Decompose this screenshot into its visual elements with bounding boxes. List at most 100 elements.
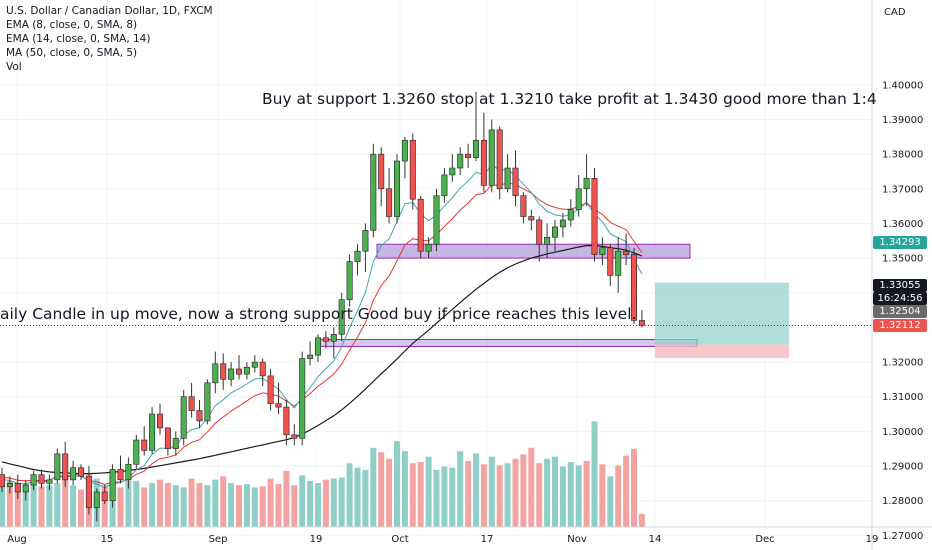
volume-bar [299, 475, 306, 527]
candle-body [354, 250, 361, 262]
time-tick-label: Sep [209, 534, 228, 545]
price-tick-label: 1.38000 [882, 150, 923, 161]
candle-body [575, 188, 582, 210]
candle-body [425, 243, 432, 252]
volume-bar [78, 489, 84, 527]
candle-body [465, 153, 472, 158]
ema14-legend[interactable]: EMA (14, close, 0, SMA, 14) [6, 33, 151, 45]
daily-candle-note[interactable]: aily Candle in up move, now a strong sup… [0, 305, 637, 323]
candle-body [70, 467, 77, 481]
countdown-tag: 16:24:56 [873, 292, 927, 305]
candle-body [591, 178, 598, 255]
candle-body [583, 178, 590, 190]
candle-body [157, 413, 164, 429]
candle-body [283, 406, 290, 436]
price-tick-label: 1.28000 [882, 496, 923, 507]
candle-body [386, 188, 393, 217]
candle-body [188, 396, 195, 411]
candle-body [299, 358, 306, 439]
candle-body [259, 361, 266, 377]
volume-bar [220, 476, 227, 527]
candle-body [346, 261, 353, 300]
candle-body [615, 250, 622, 276]
candle-body [409, 139, 416, 200]
candle-body [433, 195, 440, 245]
price-tick-label: 1.36000 [882, 219, 923, 230]
volume-bar [623, 455, 630, 527]
candle-body [30, 474, 37, 486]
volume-bar [512, 458, 519, 527]
volume-bar [196, 483, 203, 527]
volume-bar [480, 464, 487, 527]
volume-bar [291, 485, 298, 527]
volume-bar [433, 469, 440, 527]
volume-bar [465, 461, 472, 527]
stop-loss-zone [655, 344, 789, 359]
volume-bar [236, 485, 242, 527]
volume-bar [544, 458, 551, 527]
volume-bar [164, 483, 171, 527]
volume-bar [125, 480, 132, 527]
candle-body [204, 382, 211, 422]
take-profit-zone [655, 282, 789, 345]
volume-bar [631, 448, 637, 527]
candle-body [196, 410, 203, 422]
symbol-legend[interactable]: U.S. Dollar / Canadian Dollar, 1D, FXCM [6, 5, 213, 17]
volume-bar [149, 483, 156, 527]
candle-body [6, 483, 13, 488]
volume-bar [38, 486, 45, 527]
candle-body [536, 219, 543, 245]
entry-tag: 1.32504 [873, 305, 927, 318]
price-tick-label: 1.29000 [882, 461, 923, 472]
candle-body [472, 139, 479, 158]
time-tick-label: Nov [567, 534, 587, 545]
candle-body [93, 491, 100, 508]
volume-bar [473, 453, 479, 527]
candle-body [141, 439, 148, 451]
buy-note[interactable]: Buy at support 1.3260 stop at 1.3210 tak… [262, 90, 877, 108]
candle-body [528, 216, 535, 221]
price-tick-label: 1.32000 [882, 358, 923, 369]
candle-body [504, 167, 511, 190]
volume-bar [315, 483, 321, 527]
volume-bar [488, 456, 495, 527]
candle-body [101, 491, 108, 501]
candle-body [512, 167, 519, 197]
volume-bar [504, 463, 511, 527]
price-tick-label: 1.31000 [882, 392, 923, 403]
volume-bar [117, 487, 124, 527]
candle-body [62, 453, 69, 481]
candle-body [78, 467, 85, 477]
candle-body [417, 198, 424, 252]
volume-bar [101, 485, 108, 527]
candle-body [212, 363, 219, 384]
support-zone-upper [376, 243, 691, 259]
candle-body [330, 334, 337, 342]
candle-body [172, 437, 179, 449]
candle-body [559, 219, 566, 228]
candle-body [496, 129, 503, 190]
volume-legend[interactable]: Vol [6, 61, 22, 73]
volume-bar [259, 486, 266, 527]
candle-body [520, 195, 527, 217]
candle-body [378, 153, 385, 190]
candle-body [46, 479, 53, 484]
volume-bar [30, 478, 37, 527]
candle-body [149, 413, 156, 451]
candle-body [307, 354, 314, 359]
candle-body [638, 320, 645, 326]
stop-tag: 1.32112 [873, 319, 927, 332]
volume-bar [180, 487, 187, 527]
ma50-legend[interactable]: MA (50, close, 0, SMA, 5) [6, 47, 138, 59]
candle-body [623, 250, 630, 255]
volume-bar [567, 462, 574, 527]
volume-bar [6, 480, 13, 527]
candle-body [228, 368, 235, 380]
candle-body [488, 129, 495, 186]
time-tick-label: 19 [866, 534, 879, 545]
ema8-legend[interactable]: EMA (8, close, 0, SMA, 8) [6, 19, 138, 31]
volume-bar [575, 465, 582, 527]
candle-body [551, 226, 558, 238]
